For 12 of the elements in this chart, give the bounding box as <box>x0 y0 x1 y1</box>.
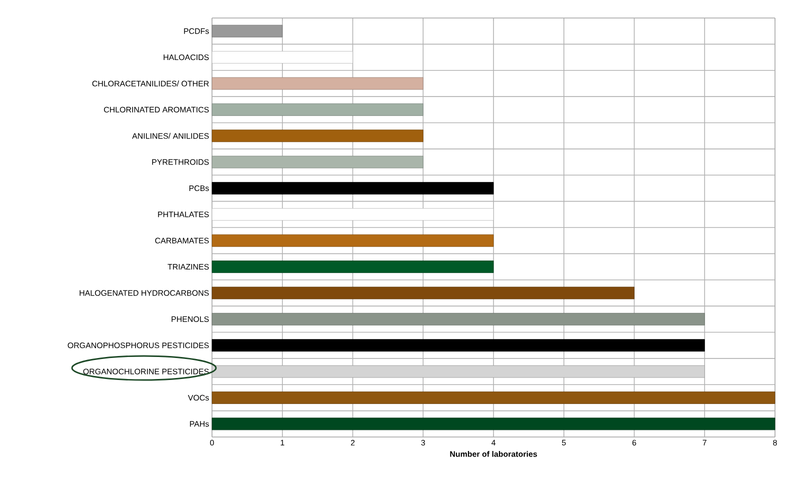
bar <box>212 339 705 352</box>
bar <box>212 392 776 404</box>
bar <box>212 130 424 142</box>
bar <box>212 286 634 300</box>
bar <box>212 234 494 247</box>
bar <box>212 260 494 273</box>
bar <box>212 77 424 90</box>
bar <box>212 365 705 378</box>
bar <box>212 24 283 38</box>
bar <box>212 182 494 194</box>
bar <box>212 418 776 430</box>
bar <box>212 312 705 326</box>
